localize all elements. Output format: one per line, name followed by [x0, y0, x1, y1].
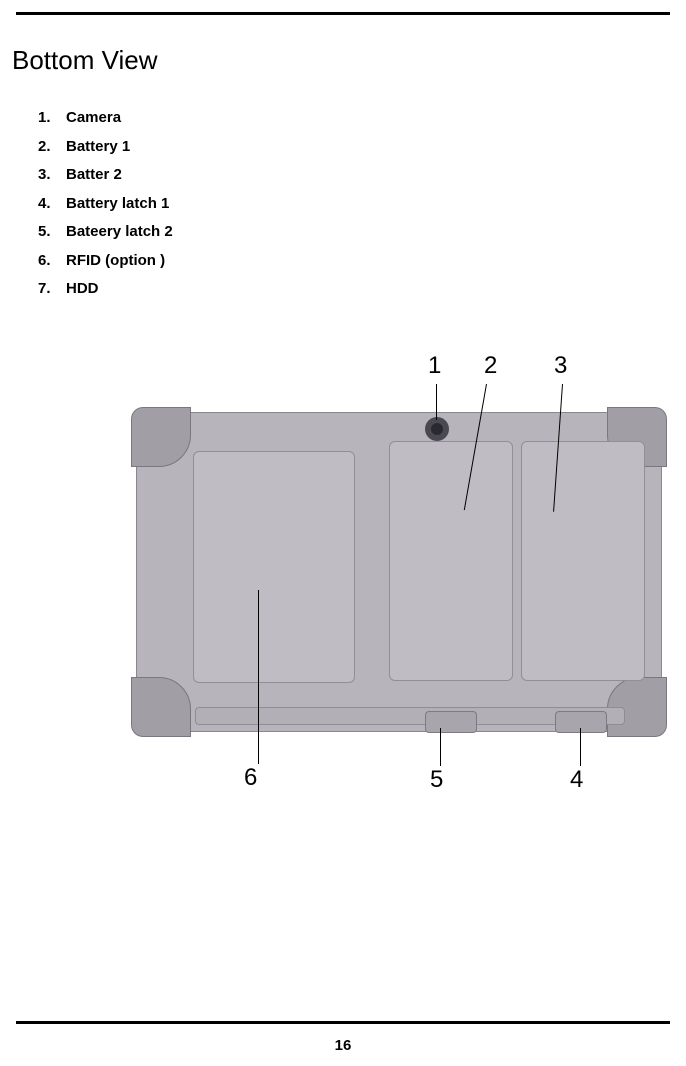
- callout-1: 1: [428, 352, 441, 380]
- page-number: 16: [0, 1037, 686, 1054]
- rfid-panel: [193, 451, 355, 683]
- list-num: 2.: [38, 133, 66, 162]
- list-item: 4.Battery latch 1: [38, 190, 676, 219]
- list-num: 6.: [38, 247, 66, 276]
- camera-icon: [425, 417, 449, 441]
- leader-line: [258, 590, 259, 764]
- corner-bumper: [131, 407, 191, 467]
- list-label: Battery latch 1: [66, 190, 169, 219]
- battery-latch-2: [555, 711, 607, 733]
- callout-2: 2: [484, 352, 497, 380]
- battery-panel-1: [389, 441, 513, 681]
- list-item: 3.Batter 2: [38, 161, 676, 190]
- list-label: Battery 1: [66, 133, 130, 162]
- list-label: RFID (option ): [66, 247, 165, 276]
- callout-5: 5: [430, 766, 443, 794]
- callout-6: 6: [244, 764, 257, 792]
- top-rule: [16, 12, 670, 15]
- list-label: Batter 2: [66, 161, 122, 190]
- leader-line: [436, 384, 437, 420]
- callout-4: 4: [570, 766, 583, 794]
- device-body: [136, 412, 662, 732]
- list-item: 1.Camera: [38, 104, 676, 133]
- callout-3: 3: [554, 352, 567, 380]
- list-label: Bateery latch 2: [66, 218, 173, 247]
- list-num: 4.: [38, 190, 66, 219]
- list-num: 7.: [38, 275, 66, 304]
- list-label: HDD: [66, 275, 99, 304]
- leader-line: [580, 728, 581, 766]
- battery-latch-1: [425, 711, 477, 733]
- corner-bumper: [131, 677, 191, 737]
- list-item: 6.RFID (option ): [38, 247, 676, 276]
- battery-panel-2: [521, 441, 645, 681]
- bottom-view-diagram: 1 2 3 4 5 6: [86, 328, 666, 808]
- list-item: 5.Bateery latch 2: [38, 218, 676, 247]
- component-list: 1.Camera 2.Battery 1 3.Batter 2 4.Batter…: [38, 104, 676, 304]
- list-label: Camera: [66, 104, 121, 133]
- list-num: 3.: [38, 161, 66, 190]
- list-num: 1.: [38, 104, 66, 133]
- list-item: 2.Battery 1: [38, 133, 676, 162]
- bottom-rule: [16, 1021, 670, 1024]
- leader-line: [440, 728, 441, 766]
- list-num: 5.: [38, 218, 66, 247]
- list-item: 7.HDD: [38, 275, 676, 304]
- section-title: Bottom View: [12, 45, 676, 76]
